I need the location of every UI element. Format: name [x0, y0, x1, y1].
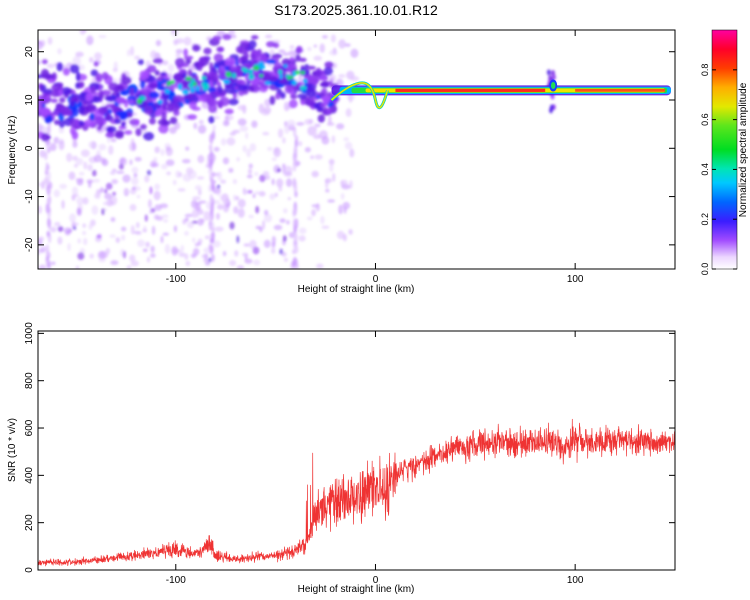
colorbar-label: Normalized spectral amplitude	[738, 82, 749, 217]
spectrogram-frame	[37, 29, 676, 270]
spectrogram-y-tick-label: 0	[24, 145, 35, 151]
snr-y-tick-label: 600	[24, 419, 35, 436]
snr-series-line	[38, 418, 675, 567]
snr-y-tick-label: 800	[24, 372, 35, 389]
spectrogram-y-tick-label: -20	[24, 237, 35, 252]
spectrogram-blobs	[38, 30, 557, 269]
snr-x-tick-label: 0	[373, 575, 379, 586]
snr-y-ticks: 0 200 400 600 800 1000	[24, 322, 675, 573]
spectrogram-y-tick-label: 10	[24, 94, 35, 106]
snr-y-tick-label: 200	[24, 514, 35, 531]
snr-y-tick-label: 0	[24, 567, 35, 573]
snr-x-label: Height of straight line (km)	[298, 584, 415, 595]
colorbar-tick-label: 0.4	[700, 163, 710, 176]
snr-y-label: SNR (10 * v/v)	[7, 418, 18, 482]
colorbar-tick-label: 0.0	[700, 263, 710, 276]
colorbar-tick-label: 0.8	[700, 64, 710, 77]
spectrogram-y-tick-label: 20	[24, 46, 35, 58]
spectrogram-x-tick-label: -100	[166, 274, 186, 285]
snr-x-tick-label: -100	[166, 575, 186, 586]
snr-y-tick-label: 400	[24, 467, 35, 484]
colorbar-gradient	[711, 29, 738, 270]
snr-panel: -100 0 100 0 200 400 600 800 1000 Height of str…	[7, 322, 676, 595]
spectrogram-y-ticks: -20 -10 0 10 20	[24, 46, 675, 252]
snr-frame	[37, 330, 676, 571]
spectrogram-x-tick-label: 100	[567, 274, 584, 285]
spectrogram-x-label: Height of straight line (km)	[298, 284, 415, 295]
colorbar-ticks: 0.0 0.2 0.4 0.6 0.8	[700, 64, 737, 276]
spectrogram-y-tick-label: -10	[24, 189, 35, 204]
spectrogram-x-tick-label: 0	[373, 274, 379, 285]
spectrogram-y-label: Frequency (Hz)	[7, 116, 18, 185]
figure-title: S173.2025.361.10.01.R12	[274, 2, 438, 18]
snr-y-tick-label: 1000	[24, 322, 35, 345]
snr-x-tick-label: 100	[567, 575, 584, 586]
dominant-frequency-track	[330, 79, 672, 110]
colorbar-tick-label: 0.2	[700, 213, 710, 226]
spectrogram-x-ticks: -100 0 100	[166, 30, 584, 285]
colorbar: 0.0 0.2 0.4 0.6 0.8 Normalized spectral ampl…	[700, 29, 749, 276]
colorbar-tick-label: 0.6	[700, 113, 710, 126]
snr-x-ticks: -100 0 100	[166, 331, 584, 586]
